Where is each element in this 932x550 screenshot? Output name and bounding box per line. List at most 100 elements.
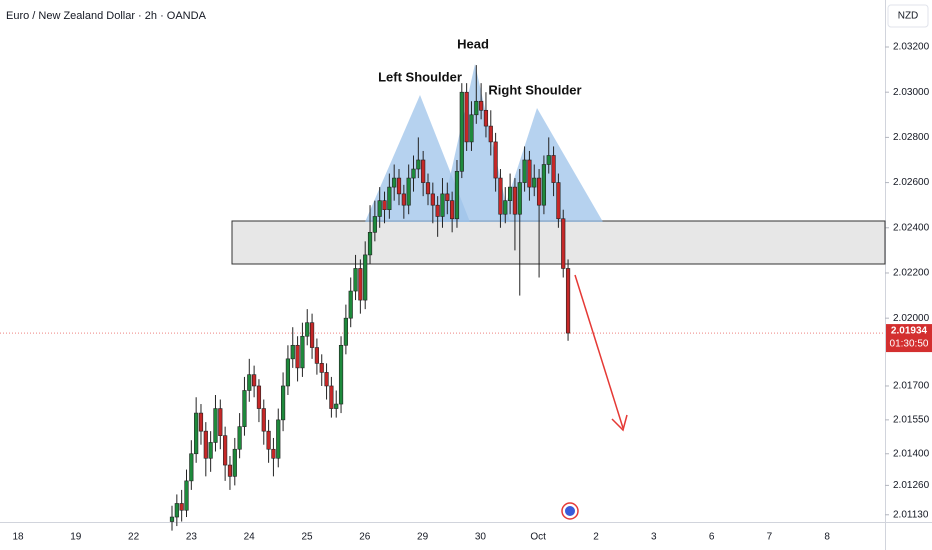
candle-body — [522, 159, 527, 183]
candle-body — [232, 448, 237, 477]
candle-body — [237, 426, 242, 450]
candle-body — [169, 516, 175, 522]
x-tick-label: 6 — [709, 532, 715, 543]
candle-body — [430, 193, 435, 206]
candle-body — [194, 412, 199, 455]
event-icon-dot — [565, 506, 575, 516]
forecast-arrow — [574, 274, 628, 432]
candle-body — [551, 155, 556, 183]
candle-body — [425, 182, 431, 195]
candle-body — [223, 435, 228, 466]
candle-body — [309, 322, 315, 348]
candle-body — [338, 344, 344, 405]
candle-body — [392, 177, 397, 188]
candle-body — [353, 268, 358, 292]
candle-body — [319, 363, 324, 373]
candle-body — [218, 408, 223, 436]
candle-body — [445, 193, 450, 201]
candle-body — [208, 442, 213, 459]
candle-body — [512, 186, 518, 215]
candle-body — [498, 177, 503, 215]
candle-body — [213, 408, 218, 443]
candle-body — [483, 109, 489, 127]
candle-body — [184, 480, 189, 511]
candle-body — [227, 464, 233, 477]
y-tick-label: 2.02800 — [893, 132, 930, 143]
candle-body — [464, 91, 469, 143]
candle-body — [377, 200, 382, 217]
candle-body — [247, 374, 252, 391]
candle-body — [396, 177, 402, 195]
candle-body — [261, 408, 266, 432]
arrow-line — [574, 274, 624, 429]
candle-body — [503, 200, 508, 215]
y-tick-label: 2.02600 — [893, 177, 930, 188]
x-tick-label: 25 — [301, 532, 313, 543]
candle-body — [517, 182, 522, 215]
candle-body — [479, 100, 484, 111]
candle-body — [174, 503, 179, 518]
candle-body — [280, 385, 286, 421]
candle-body — [536, 177, 542, 206]
chart-title: Euro / New Zealand Dollar · 2h · OANDA — [6, 10, 207, 22]
x-tick-label: 19 — [70, 532, 82, 543]
right-shoulder-label: Right Shoulder — [488, 82, 581, 97]
event-icon — [561, 502, 579, 520]
candle-body — [450, 200, 455, 220]
currency-box — [887, 4, 929, 28]
candle-body — [532, 177, 537, 188]
candle-body — [546, 155, 551, 165]
candle-body — [435, 204, 440, 217]
candle-body — [252, 374, 257, 387]
candle-body — [290, 344, 295, 360]
x-tick-label: 30 — [475, 532, 487, 543]
candle-body — [314, 347, 320, 364]
candle-body — [329, 385, 334, 409]
candle-body — [179, 503, 184, 511]
y-tick-label: 2.02400 — [893, 222, 930, 233]
candle-body — [295, 344, 300, 369]
x-tick-label: 26 — [359, 532, 371, 543]
candle-body — [565, 268, 571, 334]
candle-body — [276, 419, 281, 459]
candle-body — [324, 372, 329, 387]
candle-body — [300, 335, 305, 369]
x-tick-label: 3 — [651, 532, 657, 543]
candle-body — [343, 317, 348, 346]
candle-body — [507, 186, 513, 201]
left-shoulder-label: Left Shoulder — [378, 69, 462, 84]
candle-body — [242, 390, 247, 427]
last-price-label: 2.01934 — [891, 326, 928, 337]
candle-body — [556, 182, 561, 220]
y-tick-label: 2.01260 — [893, 480, 930, 491]
candle-body — [459, 91, 464, 172]
candle-body — [367, 232, 373, 256]
candle-body — [271, 448, 276, 459]
candle-body — [334, 403, 339, 409]
currency-label: NZD — [898, 11, 919, 22]
candle-body — [454, 170, 460, 220]
candle-body — [203, 430, 208, 459]
candle-body — [469, 114, 474, 143]
candle-body — [401, 193, 406, 206]
candle-body — [358, 268, 363, 301]
candle-body — [363, 254, 368, 301]
candle-body — [189, 453, 194, 482]
y-tick-label: 2.03200 — [893, 42, 930, 53]
x-tick-label: 2 — [593, 532, 599, 543]
candle-body — [527, 159, 532, 188]
last-price-box — [886, 324, 932, 353]
y-tick-label: 2.02200 — [893, 268, 930, 279]
candle-body — [348, 290, 353, 319]
candle-body — [285, 358, 291, 387]
x-tick-label: 8 — [824, 532, 830, 543]
candle-body — [561, 218, 566, 269]
y-tick-label: 2.02000 — [893, 313, 930, 324]
candle-body — [493, 141, 498, 179]
candle-body — [411, 168, 416, 179]
candle-body — [256, 385, 262, 409]
candle-body — [440, 193, 445, 217]
candle-body — [372, 216, 377, 233]
